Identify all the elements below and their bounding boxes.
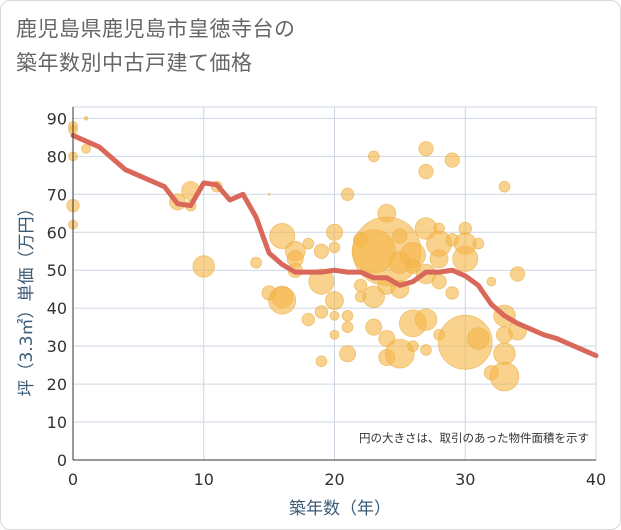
average-trend-series (70, 132, 599, 359)
bubble-point (328, 241, 341, 254)
bubble-point (392, 228, 408, 244)
bubble-point (420, 344, 432, 356)
bubble-point (493, 342, 516, 365)
x-tick-label: 20 (324, 470, 344, 489)
chart-title: 鹿児島県鹿児島市皇徳寺台の 築年数別中古戸建て価格 (16, 12, 296, 80)
bubble-point (365, 318, 383, 336)
bubble-point (341, 321, 354, 333)
bubble-point (445, 286, 459, 300)
bubble-point (418, 141, 434, 157)
bubble-point (329, 329, 340, 340)
bubble-point (407, 340, 419, 352)
y-tick-label: 50 (47, 261, 67, 280)
bubble-point (269, 223, 296, 250)
trend-line (70, 132, 599, 359)
bubble-point (81, 143, 91, 154)
bubble-point (418, 163, 434, 180)
bubble-point (362, 285, 385, 308)
y-tick-label: 10 (47, 413, 67, 432)
bubble-point (192, 255, 215, 278)
bubble-point (367, 150, 380, 163)
bubble-point (444, 152, 460, 168)
grid-lines (72, 106, 597, 461)
y-tick-label: 0 (57, 451, 67, 470)
bubble-point (509, 266, 526, 282)
bubble-point (467, 327, 490, 350)
bubble-point (302, 237, 315, 250)
bubble-point (250, 256, 262, 269)
x-tick-label: 30 (455, 470, 475, 489)
bubble-point (339, 345, 357, 363)
bubble-point (429, 249, 449, 269)
bubble-point (315, 355, 328, 368)
x-axis-label: 築年数（年） (289, 499, 391, 519)
bubble-point (385, 338, 415, 369)
bubble-point (267, 193, 271, 196)
x-tick-label: 40 (586, 470, 606, 489)
axes: 0 10 20 30 40 50 60 70 80 90 0 10 20 30 40 (47, 107, 606, 489)
bubble-point (340, 187, 355, 202)
y-tick-label: 30 (47, 337, 67, 356)
bubble-point (431, 274, 447, 290)
y-tick-label: 40 (47, 299, 67, 318)
bubble-point (486, 276, 497, 287)
chart-title-line-2: 築年数別中古戸建て価格 (16, 51, 253, 75)
bubble-point (325, 223, 343, 241)
bubble-point (268, 286, 297, 315)
bubble-point (308, 268, 335, 295)
bubble-point (472, 237, 485, 250)
bubble-point (329, 310, 340, 321)
y-tick-label: 80 (47, 147, 67, 166)
bubble-point (83, 116, 89, 121)
bubble-point (325, 291, 344, 310)
y-tick-label: 20 (47, 375, 67, 394)
x-tick-label: 10 (194, 470, 214, 489)
bubble-point (341, 309, 354, 322)
bubble-point (452, 245, 479, 272)
chart-title-line-1: 鹿児島県鹿児島市皇徳寺台の (16, 17, 296, 41)
x-tick-label: 0 (68, 470, 78, 489)
bubble-point (301, 312, 316, 327)
y-axis-label: 坪（3.3㎡）単価（万円） (17, 199, 37, 396)
bubble-point (489, 361, 520, 392)
bubble-series (66, 116, 527, 392)
y-tick-label: 70 (47, 185, 67, 204)
y-tick-label: 60 (47, 223, 67, 242)
bubble-point (314, 305, 329, 319)
bubble-point (498, 180, 511, 193)
size-annotation: 円の大きさは、取引のあった物件面積を示す (359, 431, 589, 445)
bubble-point (313, 243, 330, 259)
y-tick-label: 90 (47, 109, 67, 128)
bubble-point (414, 308, 438, 331)
